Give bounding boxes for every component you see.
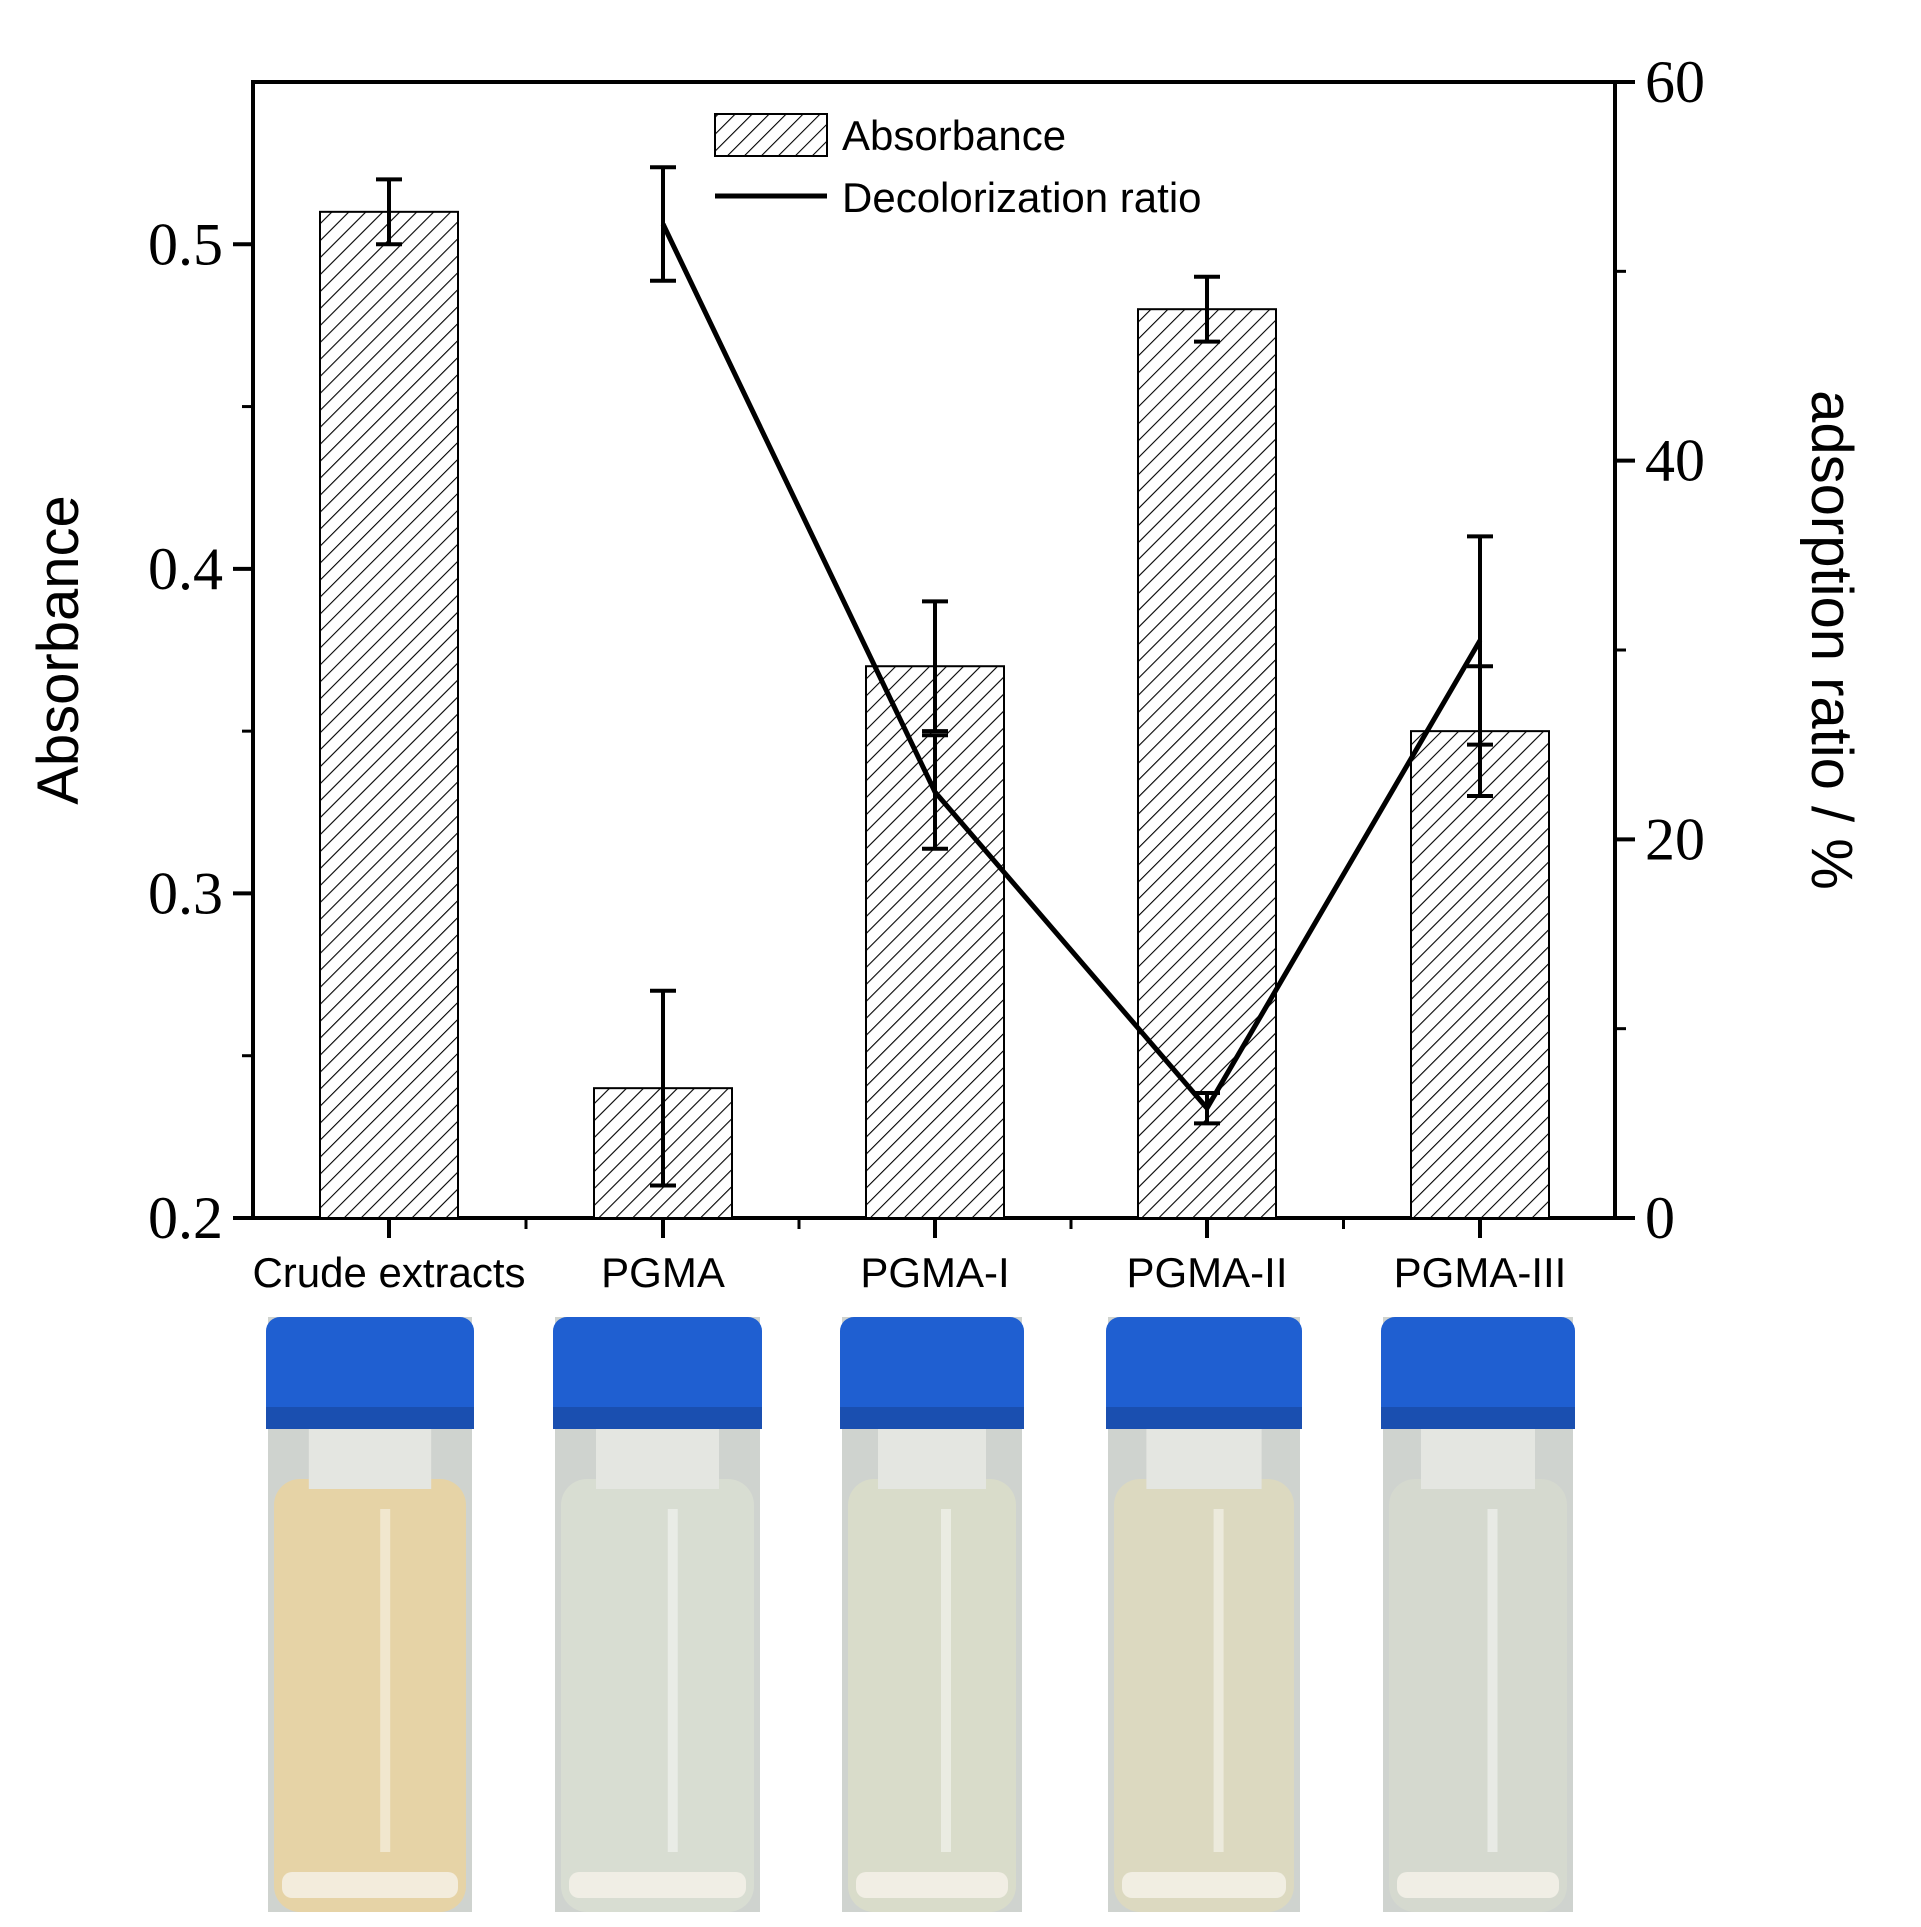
vial-pgma-ii-icon	[1106, 1317, 1302, 1912]
y-axis-right-title: adsorption ratio / %	[1799, 390, 1864, 890]
legend-label-absorbance: Absorbance	[842, 112, 1066, 159]
vial-cap	[266, 1317, 474, 1429]
vial-liquid	[1114, 1479, 1294, 1912]
legend: Absorbance Decolorization ratio	[714, 112, 1202, 221]
bar-absorbance-0	[319, 210, 459, 1220]
x-tick-label-0: Crude extracts	[252, 1249, 525, 1296]
y-right-tick-label-3: 60	[1645, 49, 1705, 115]
vial-bottom	[1397, 1872, 1559, 1898]
y-tick-label-3: 0.5	[148, 211, 223, 277]
vial-cap	[553, 1317, 762, 1429]
vial-highlight	[941, 1509, 951, 1852]
vial-liquid	[848, 1479, 1016, 1912]
vial-neck	[596, 1429, 719, 1489]
vial-pgma-iii-icon	[1381, 1317, 1575, 1912]
line-layer	[650, 165, 1493, 1126]
y-right-tick-label-2: 40	[1645, 428, 1705, 494]
y-right-tick-label-1: 20	[1645, 806, 1705, 872]
vial-bottom	[856, 1872, 1008, 1898]
vial-highlight	[380, 1509, 391, 1852]
y-tick-label-1: 0.3	[148, 860, 223, 926]
vial-bottom	[569, 1872, 746, 1898]
vial-highlight	[667, 1509, 678, 1852]
vial-bottom	[282, 1872, 458, 1898]
vial-highlight	[1487, 1509, 1498, 1852]
x-tick-label-1: PGMA	[601, 1249, 725, 1296]
vial-cap-rim	[1381, 1407, 1575, 1429]
bars-layer	[319, 177, 1550, 1220]
vial-cap-rim	[553, 1407, 762, 1429]
x-tick-label-3: PGMA-II	[1126, 1249, 1287, 1296]
x-tick-label-2: PGMA-I	[860, 1249, 1009, 1296]
axis-layer: 0.2 0.3 0.4 0.5 0 20 40 60 Crude extracts PGMA PGM…	[148, 49, 1705, 1296]
line-decolorization-ratio	[660, 222, 1483, 1113]
vial-liquid	[561, 1479, 754, 1912]
vial-crude-extracts-icon	[266, 1317, 474, 1912]
vial-neck	[308, 1429, 432, 1489]
y-axis-title: Absorbance	[26, 495, 91, 805]
legend-swatch-absorbance	[714, 113, 828, 157]
vial-cap	[1381, 1317, 1575, 1429]
vial-bottom	[1122, 1872, 1286, 1898]
y-right-tick-label-0: 0	[1645, 1185, 1675, 1251]
vial-neck	[1146, 1429, 1262, 1489]
bar-absorbance-3	[1137, 308, 1277, 1219]
vial-highlight	[1213, 1509, 1224, 1852]
vial-cap	[840, 1317, 1024, 1429]
vial-pgma-icon	[553, 1317, 762, 1912]
y-tick-label-0: 0.2	[148, 1185, 223, 1251]
bar-absorbance-4	[1410, 730, 1550, 1220]
vial-liquid	[1389, 1479, 1567, 1912]
vial-liquid	[274, 1479, 466, 1912]
vial-photos	[266, 1317, 1575, 1912]
vial-cap-rim	[1106, 1407, 1302, 1429]
legend-label-decolorization: Decolorization ratio	[842, 174, 1202, 221]
vial-pgma-i-icon	[840, 1317, 1024, 1912]
vial-neck	[878, 1429, 986, 1489]
x-tick-label-4: PGMA-III	[1394, 1249, 1567, 1296]
vial-neck	[1421, 1429, 1535, 1489]
vial-cap-rim	[266, 1407, 474, 1429]
vial-cap	[1106, 1317, 1302, 1429]
vial-cap-rim	[840, 1407, 1024, 1429]
y-tick-label-2: 0.4	[148, 536, 223, 602]
